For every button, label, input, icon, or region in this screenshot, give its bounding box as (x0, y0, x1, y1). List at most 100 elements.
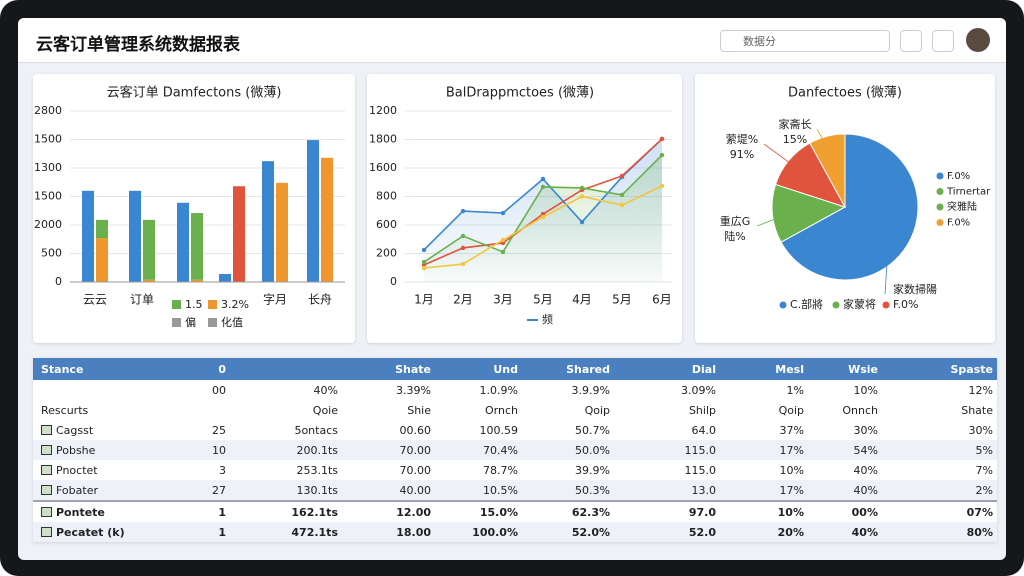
cell-text: 30% (853, 423, 878, 437)
leader-line (884, 232, 890, 295)
row-icon (41, 444, 52, 455)
table-cell: 1.0.9% (435, 380, 522, 400)
table-row: Pobshe 10 200.1ts 70.00 70.4% 50.0% 115.0 17% 54… (33, 440, 997, 460)
top-bar: 云客订单管理系统数据报表 数据分 (18, 18, 1006, 63)
cell-text: Stance (41, 362, 84, 376)
table-row: Pontete 1 162.1ts 12.00 15.0% 62.3% 97.0 10% 00%… (33, 500, 997, 522)
table-row: Pnoctet 3 253.1ts 70.00 78.7% 39.9% 115.0 10% 40… (33, 460, 997, 480)
table-cell: Pobshe (33, 440, 153, 460)
cell-text: 00 (212, 383, 226, 397)
point (619, 192, 625, 198)
point (540, 184, 546, 190)
table-cell: 7% (882, 460, 997, 480)
cell-text: 97.0 (688, 505, 716, 519)
table-cell: 115.0 (614, 440, 720, 460)
slice-label: 家斋长 (779, 117, 812, 131)
leader-line (816, 128, 833, 158)
table-cell: 50.3% (522, 480, 614, 501)
cell-text: 20% (777, 525, 804, 539)
table-cell: Shilp (614, 400, 720, 420)
x-tick-label: 2月 (453, 293, 473, 307)
table-cell: 62.3% (522, 500, 614, 522)
table-cell: 30% (882, 420, 997, 440)
cell-text: 37% (779, 423, 804, 437)
cell-text: 40% (853, 463, 878, 477)
cell-text: 100.59 (479, 423, 519, 437)
slice-label: 91% (730, 148, 754, 161)
row-icon (41, 424, 52, 435)
legend-dot (936, 172, 944, 180)
table-cell: 100.59 (435, 420, 522, 440)
table-cell: 70.00 (342, 440, 435, 460)
y-tick-label: 1600 (369, 161, 397, 174)
legend-label: 偏 (185, 315, 196, 329)
table-cell: Shate (342, 358, 435, 380)
legend-dot (832, 301, 840, 309)
bar (143, 219, 155, 280)
table-cell: 30% (808, 420, 882, 440)
cell-text: Qoip (584, 403, 610, 417)
y-tick-label: 0 (390, 275, 397, 288)
x-tick-label: 5月 (533, 293, 553, 307)
table-cell: Qoip (522, 400, 614, 420)
slice-label: 重広G (720, 214, 751, 228)
legend-label: F.0% (947, 171, 970, 182)
icon-button[interactable] (900, 30, 922, 52)
legend-label: F.0% (947, 218, 970, 229)
cell-text: 253.1ts (296, 463, 338, 477)
cell-text: 00% (851, 505, 878, 519)
bar (219, 274, 231, 282)
cell-text: 10.5% (483, 483, 518, 497)
cell-text: Und (493, 362, 518, 376)
cell-text: 39.9% (575, 463, 610, 477)
slice-label: 陆% (724, 229, 745, 243)
avatar[interactable] (966, 28, 990, 52)
bar (129, 190, 141, 282)
table-cell: 17% (720, 440, 808, 460)
screen: 云客订单管理系统数据报表 数据分 Stance 0 Shate Und Shared Di… (18, 18, 1006, 560)
table-cell: Fobater (33, 480, 153, 501)
y-tick-label: 1500 (34, 133, 62, 146)
table-cell: 54% (808, 440, 882, 460)
cell-text: 15.0% (479, 505, 518, 519)
cell-text: 3 (219, 463, 226, 477)
table-row: Fobater 27 130.1ts 40.00 10.5% 50.3% 13.0 17% 40… (33, 480, 997, 501)
cell-text: 70.00 (399, 443, 432, 457)
cell-text: 162.1ts (291, 505, 338, 519)
table-cell: 20% (720, 522, 808, 542)
cell-text: Fobater (56, 483, 98, 497)
table-cell (230, 358, 342, 380)
point (659, 183, 665, 189)
x-tick-label: 4月 (572, 293, 592, 307)
y-tick-label: 0 (55, 275, 62, 288)
legend-dot (936, 219, 944, 226)
page-title: 云客订单管理系统数据报表 (36, 35, 240, 55)
cell-text: 100.0% (472, 525, 518, 539)
table: Stance 0 Shate Und Shared Dial Mesl Wsie Spaste 0… (33, 358, 997, 542)
cell-text: 1 (218, 525, 226, 539)
x-tick-label: 1月 (414, 293, 434, 307)
legend-swatch (172, 318, 181, 327)
point (460, 245, 466, 251)
legend-swatch (208, 300, 217, 309)
pie-slice (809, 133, 846, 208)
y-tick-label: 600 (376, 218, 397, 231)
point (619, 202, 625, 208)
cell-text: 17% (779, 443, 804, 457)
cell-text: 40% (313, 383, 338, 397)
y-tick-label: 2000 (34, 218, 62, 231)
icon-button[interactable] (932, 30, 954, 52)
table-cell: 200.1ts (230, 440, 342, 460)
bar (191, 279, 203, 282)
x-tick-label: 字月 (263, 292, 287, 307)
cell-text: 80% (966, 525, 993, 539)
x-tick-label: 订单 (130, 293, 154, 307)
cell-text: 3.39% (396, 383, 431, 397)
search-box[interactable]: 数据分 (720, 30, 890, 52)
table-cell: 1 (153, 522, 230, 542)
table-cell: Stance (33, 358, 153, 380)
cell-text: Shared (566, 362, 610, 376)
legend-label: F.0% (893, 298, 919, 311)
cell-text: Qoip (778, 403, 804, 417)
point (579, 194, 585, 199)
